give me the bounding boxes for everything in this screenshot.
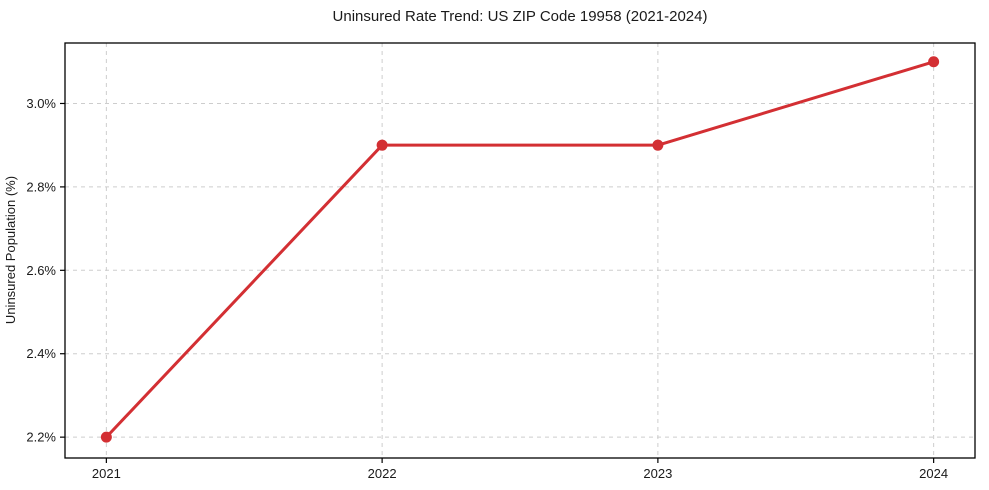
x-tick-label: 2022 [368,466,397,481]
chart-title: Uninsured Rate Trend: US ZIP Code 19958 … [333,8,708,25]
grid-layer [65,43,975,458]
data-point [100,431,112,443]
plot-frame [64,42,976,459]
y-axis-label: Uninsured Population (%) [3,176,18,324]
data-layer [100,56,940,443]
data-point [928,56,940,68]
x-tick-label: 2024 [919,466,948,481]
y-tick-label: 3.0% [26,96,56,111]
x-tick-label: 2021 [92,466,121,481]
y-tick-label: 2.8% [26,179,56,194]
x-tick-label: 2023 [643,466,672,481]
trend-line [104,60,936,439]
data-point [376,139,388,151]
y-tick-label: 2.6% [26,263,56,278]
y-tick-label: 2.2% [26,430,56,445]
y-tick-label: 2.4% [26,346,56,361]
data-point [652,139,664,151]
axis-layer: 2021 2022 2023 2024 2.2% 2.4% 2.6% 2.8% 3.0% [26,96,948,481]
